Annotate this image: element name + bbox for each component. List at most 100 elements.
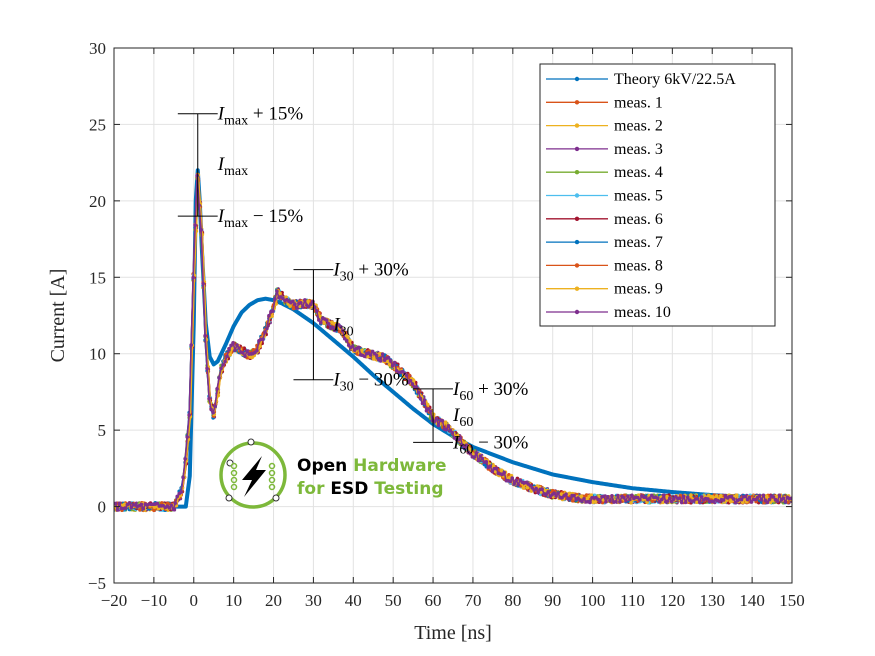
logo-word: Testing <box>374 479 443 499</box>
meas-point <box>491 464 496 468</box>
meas-point <box>629 500 633 505</box>
meas-point <box>309 302 313 307</box>
meas-point <box>425 402 430 407</box>
meas-point <box>410 382 415 386</box>
meas-point <box>508 479 513 484</box>
meas-point <box>521 486 526 490</box>
meas-point <box>205 366 209 371</box>
logo-circuit-dot <box>268 462 276 470</box>
meas-point <box>579 494 584 499</box>
meas-point <box>316 318 321 322</box>
logo-circuit-dot <box>230 469 238 477</box>
legend-label: Theory 6kV/22.5A <box>614 71 736 88</box>
meas-point <box>476 458 481 463</box>
series-10 <box>114 173 792 512</box>
meas-point <box>420 401 425 406</box>
center-label: I60 <box>452 405 473 430</box>
meas-point <box>534 486 538 491</box>
meas-point <box>295 306 299 310</box>
annotation-2 <box>413 388 453 443</box>
x-tick-label: −10 <box>141 591 168 610</box>
meas-point <box>431 412 436 417</box>
meas-point <box>774 494 779 498</box>
logo-line2: for ESD Testing <box>297 479 444 499</box>
x-tick-label: 120 <box>660 591 686 610</box>
label-suffix: − 30% <box>473 432 528 453</box>
meas-point <box>350 344 355 349</box>
x-tick-label: 60 <box>425 591 442 610</box>
meas-point <box>559 492 564 496</box>
meas-point <box>388 358 393 363</box>
meas-point <box>468 451 473 456</box>
meas-point <box>444 427 449 432</box>
upper-label: I30 + 30% <box>332 260 409 285</box>
x-tick-label: 30 <box>305 591 322 610</box>
legend-label: meas. 5 <box>614 188 663 205</box>
legend-marker <box>574 100 580 105</box>
meas-point <box>117 501 122 506</box>
meas-point <box>237 346 241 350</box>
meas-point <box>729 494 734 499</box>
meas-point <box>265 326 269 331</box>
meas-point <box>270 314 274 318</box>
meas-point <box>677 496 682 500</box>
logo-word: ESD <box>330 479 374 499</box>
meas-point <box>293 302 297 306</box>
meas-point <box>628 497 632 502</box>
data-layer <box>114 168 792 513</box>
meas-point <box>428 409 433 414</box>
legend-entry: meas. 4 <box>546 164 663 181</box>
meas-point <box>685 495 690 500</box>
meas-point <box>783 500 788 504</box>
meas-point <box>360 348 364 353</box>
meas-point <box>502 470 507 475</box>
meas-point <box>233 348 237 352</box>
meas-point <box>187 413 191 417</box>
meas-point <box>443 420 448 424</box>
meas-point <box>217 376 221 380</box>
meas-point <box>440 418 445 423</box>
y-tick-label: −5 <box>88 574 106 593</box>
legend-marker <box>574 263 580 268</box>
label-base: I <box>217 104 226 125</box>
meas-point <box>480 456 485 461</box>
meas-point <box>699 495 704 499</box>
meas-point <box>181 475 185 480</box>
meas-point <box>667 496 672 501</box>
legend-marker <box>574 309 580 315</box>
annotation-1 <box>293 269 334 381</box>
logo-node <box>272 494 280 502</box>
meas-point <box>472 455 477 459</box>
meas-point <box>299 300 303 305</box>
meas-point <box>207 396 211 401</box>
meas-point <box>630 493 634 498</box>
meas-point <box>189 343 193 347</box>
meas-point <box>478 454 483 458</box>
meas-point <box>618 500 622 504</box>
meas-point <box>362 354 367 359</box>
x-tick-label: 80 <box>504 591 521 610</box>
meas-point <box>303 298 307 302</box>
meas-point <box>324 318 329 322</box>
meas-point <box>167 506 172 510</box>
meas-point <box>436 423 441 428</box>
meas-point <box>228 352 233 357</box>
legend-marker <box>574 286 580 291</box>
meas-point <box>291 299 295 304</box>
legend-marker <box>574 193 580 198</box>
meas-point <box>721 498 726 502</box>
meas-point <box>346 335 350 339</box>
meas-point <box>306 299 310 303</box>
logo-circuit-dot <box>268 476 276 484</box>
meas-point <box>689 493 693 497</box>
meas-point <box>288 304 292 309</box>
meas-point <box>318 321 323 325</box>
meas-point <box>169 503 174 508</box>
label-sub: 60 <box>459 442 473 457</box>
legend-label: meas. 8 <box>614 257 663 274</box>
meas-point <box>114 501 118 506</box>
meas-point <box>241 351 245 355</box>
meas-point <box>141 507 146 511</box>
